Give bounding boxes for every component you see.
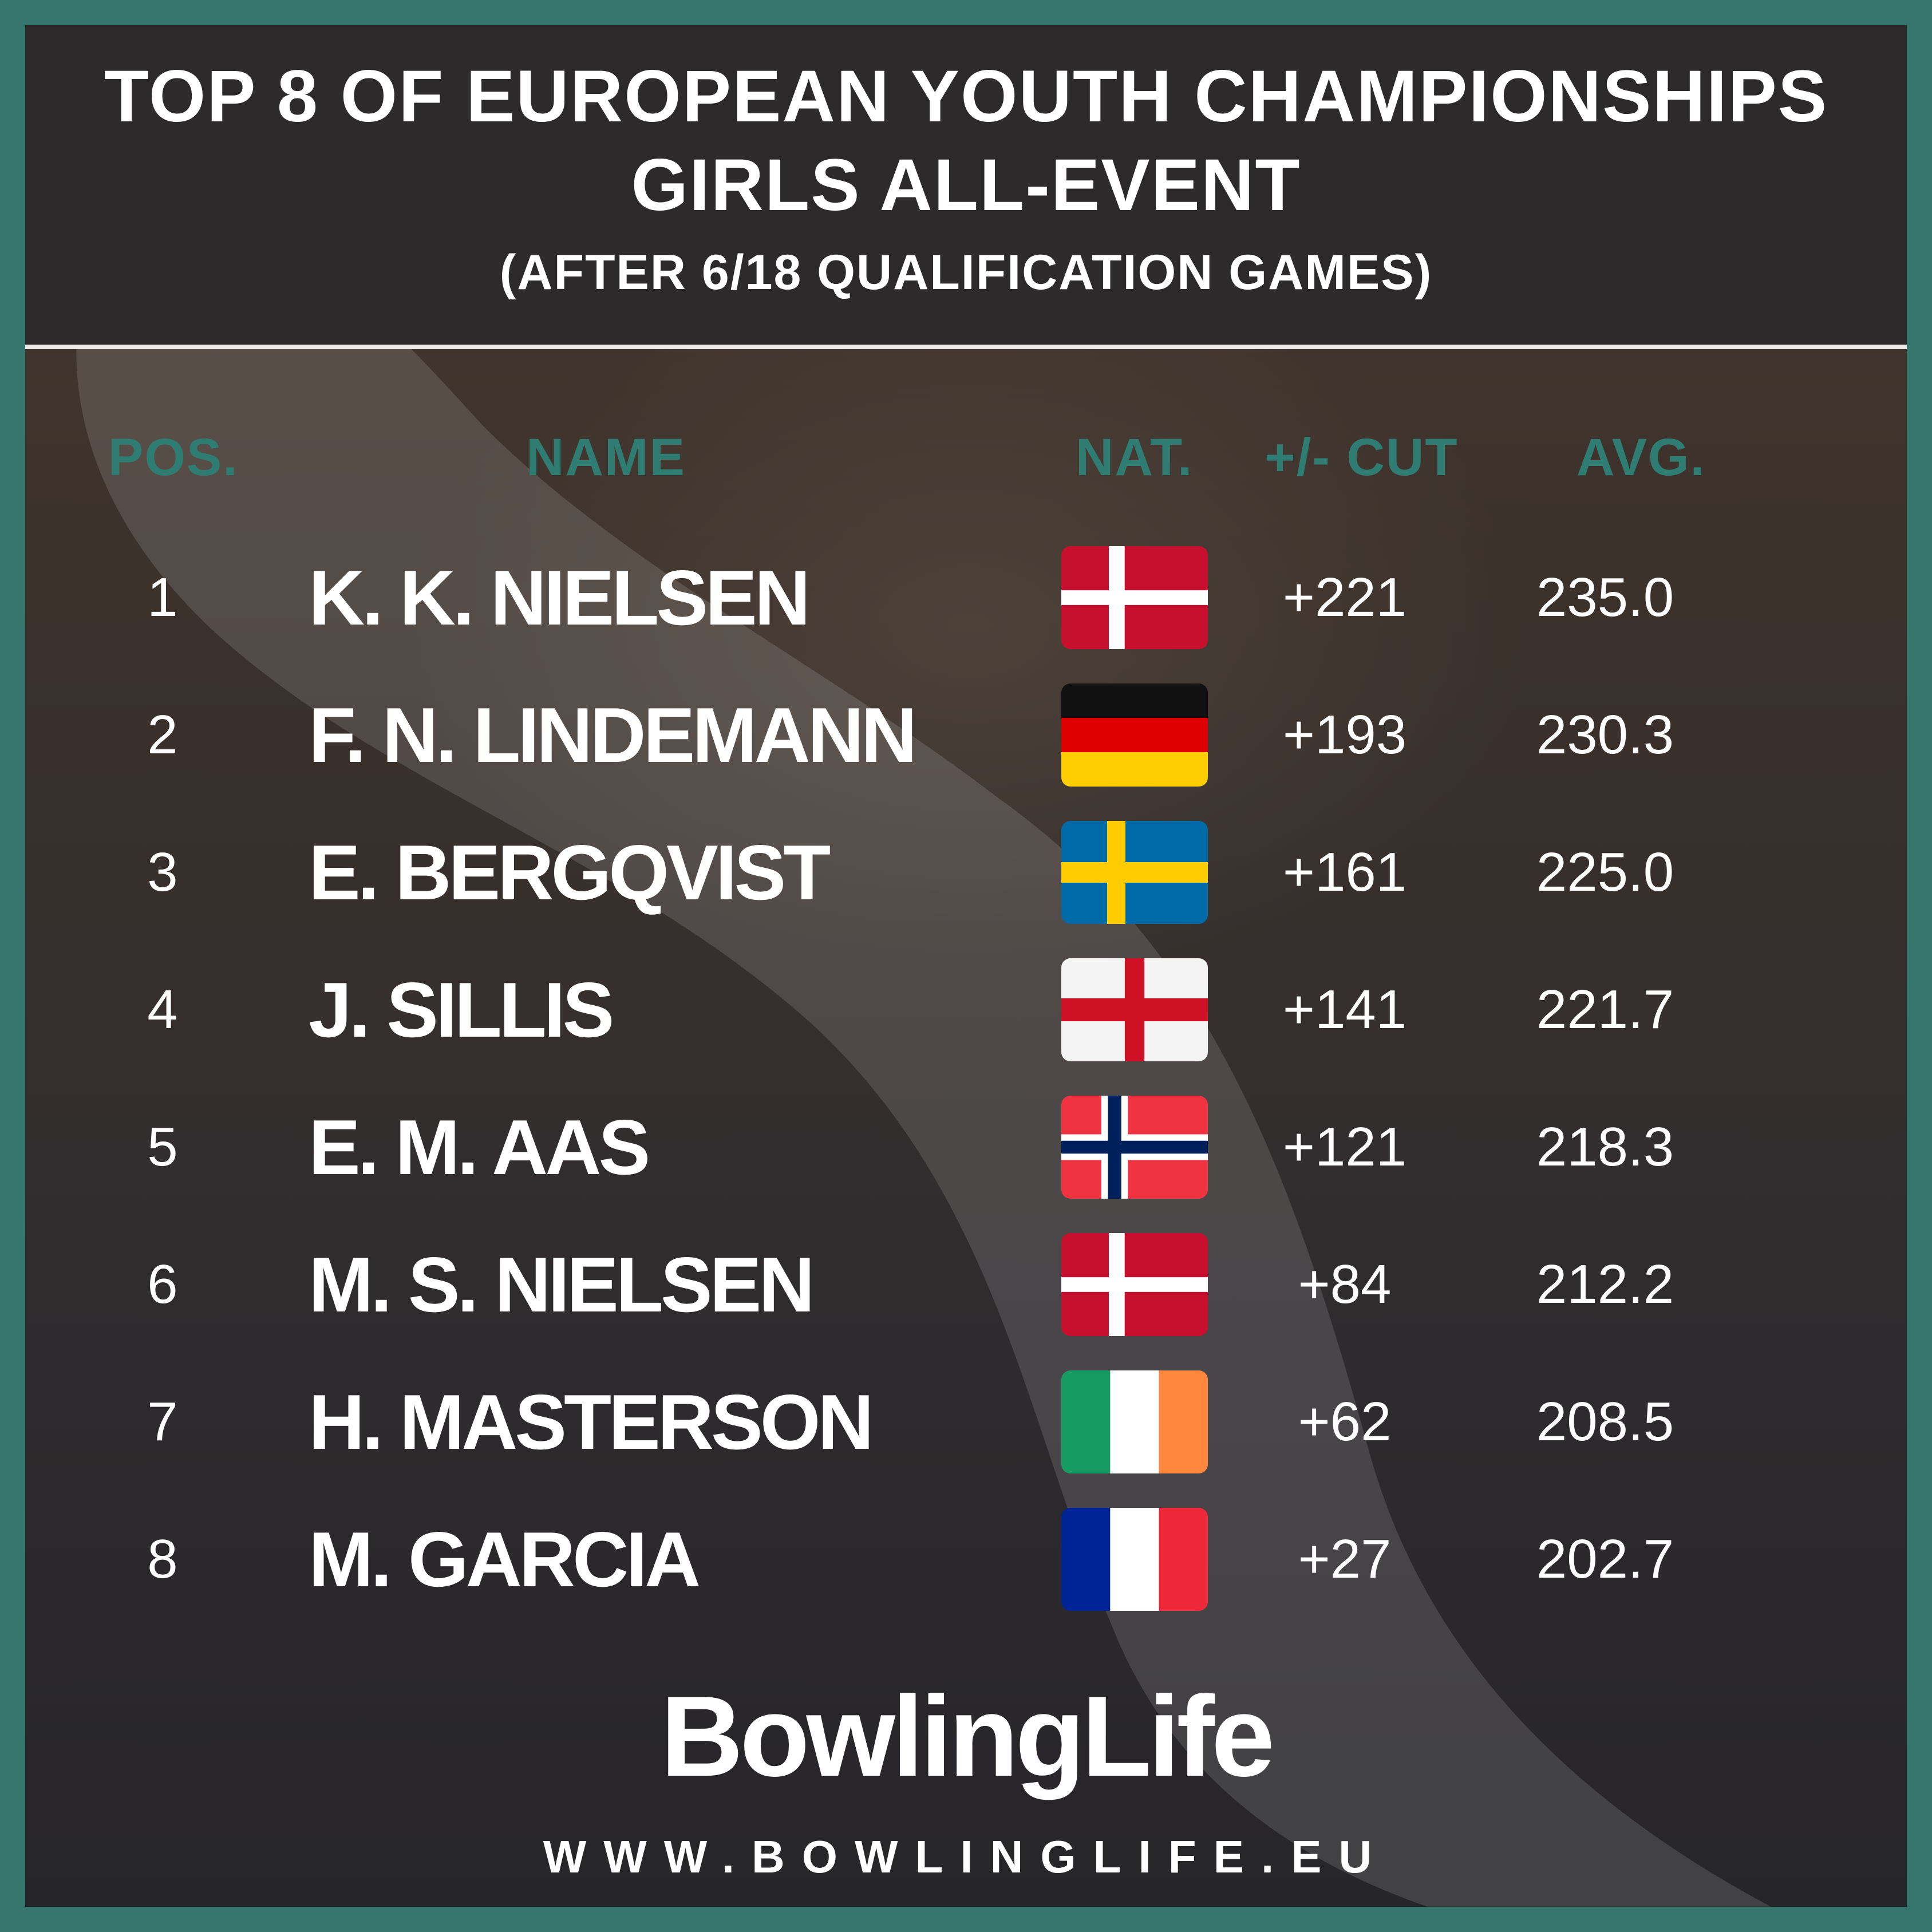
average-score: 212.2 — [1536, 1254, 1674, 1315]
player-name: K. K. NIELSEN — [309, 554, 811, 641]
standings-row-8: 8 M. GARCIA +27 202.7 — [25, 1502, 1907, 1617]
position-cell: 3 — [147, 841, 178, 903]
average-score: 221.7 — [1536, 979, 1674, 1040]
standings-row-7: 7 H. MASTERSON +62 208.5 — [25, 1365, 1907, 1479]
title-line-2: GIRLS ALL-EVENT — [631, 144, 1301, 226]
germany-flag-icon — [1061, 683, 1208, 787]
cut-difference: +141 — [1282, 979, 1407, 1040]
bowling-pin-watermark — [76, 197, 1771, 1907]
denmark-flag-icon — [1061, 1233, 1208, 1336]
column-header-cut: +/- CUT — [1265, 428, 1459, 487]
title-line-1: TOP 8 OF EUROPEAN YOUTH CHAMPIONSHIPS — [104, 56, 1828, 137]
player-name: E. M. AAS — [309, 1104, 650, 1191]
standings-row-6: 6 M. S. NIELSEN +84 212.2 — [25, 1227, 1907, 1342]
cut-difference: +193 — [1282, 704, 1407, 765]
standings-row-5: 5 E. M. AAS +121 218.3 — [25, 1090, 1907, 1204]
position-cell: 6 — [147, 1254, 178, 1315]
average-score: 202.7 — [1536, 1528, 1674, 1590]
cut-difference: +121 — [1282, 1116, 1407, 1178]
norway-flag-icon — [1061, 1096, 1208, 1199]
average-score: 225.0 — [1536, 841, 1674, 903]
position-cell: 4 — [147, 979, 178, 1040]
average-score: 218.3 — [1536, 1116, 1674, 1178]
bowlinglife-logo: BowlingLife — [660, 1673, 1275, 1800]
player-name: M. S. NIELSEN — [309, 1241, 815, 1328]
cut-difference: +62 — [1298, 1391, 1392, 1452]
player-name: F. N. LINDEMANN — [309, 692, 917, 779]
england-flag-icon — [1061, 958, 1208, 1061]
position-cell: 8 — [147, 1528, 178, 1590]
website-url[interactable]: WWW.BOWLINGLIFE.EU — [543, 1831, 1389, 1882]
column-header-avg: AVG. — [1577, 428, 1706, 487]
column-header-pos: POS. — [108, 428, 239, 487]
denmark-flag-icon — [1061, 546, 1208, 649]
standings-row-4: 4 J. SILLIS +141 221.7 — [25, 953, 1907, 1067]
cut-difference: +161 — [1282, 841, 1407, 903]
standings-row-1: 1 K. K. NIELSEN +221 235.0 — [25, 540, 1907, 655]
header-divider — [25, 345, 1907, 349]
france-flag-icon — [1061, 1508, 1208, 1611]
average-score: 208.5 — [1536, 1391, 1674, 1452]
sweden-flag-icon — [1061, 821, 1208, 924]
cut-difference: +27 — [1298, 1528, 1392, 1590]
graphic-frame: TOP 8 OF EUROPEAN YOUTH CHAMPIONSHIPS GI… — [25, 25, 1907, 1907]
player-name: E. BERGQVIST — [309, 829, 831, 916]
ireland-flag-icon — [1061, 1370, 1208, 1473]
standings-row-2: 2 F. N. LINDEMANN +193 230.3 — [25, 678, 1907, 792]
position-cell: 7 — [147, 1391, 178, 1452]
subtitle: (AFTER 6/18 QUALIFICATION GAMES) — [499, 245, 1433, 300]
cut-difference: +221 — [1282, 567, 1407, 628]
column-header-name: NAME — [526, 428, 686, 487]
average-score: 230.3 — [1536, 704, 1674, 765]
player-name: J. SILLIS — [309, 966, 614, 1053]
player-name: M. GARCIA — [309, 1516, 701, 1603]
standings-row-3: 3 E. BERGQVIST +161 225.0 — [25, 815, 1907, 930]
title-banner: TOP 8 OF EUROPEAN YOUTH CHAMPIONSHIPS GI… — [25, 25, 1907, 346]
average-score: 235.0 — [1536, 567, 1674, 628]
cut-difference: +84 — [1298, 1254, 1392, 1315]
position-cell: 5 — [147, 1116, 178, 1178]
position-cell: 1 — [147, 567, 178, 628]
position-cell: 2 — [147, 704, 178, 765]
player-name: H. MASTERSON — [309, 1378, 874, 1465]
column-header-nat: NAT. — [1076, 428, 1194, 487]
